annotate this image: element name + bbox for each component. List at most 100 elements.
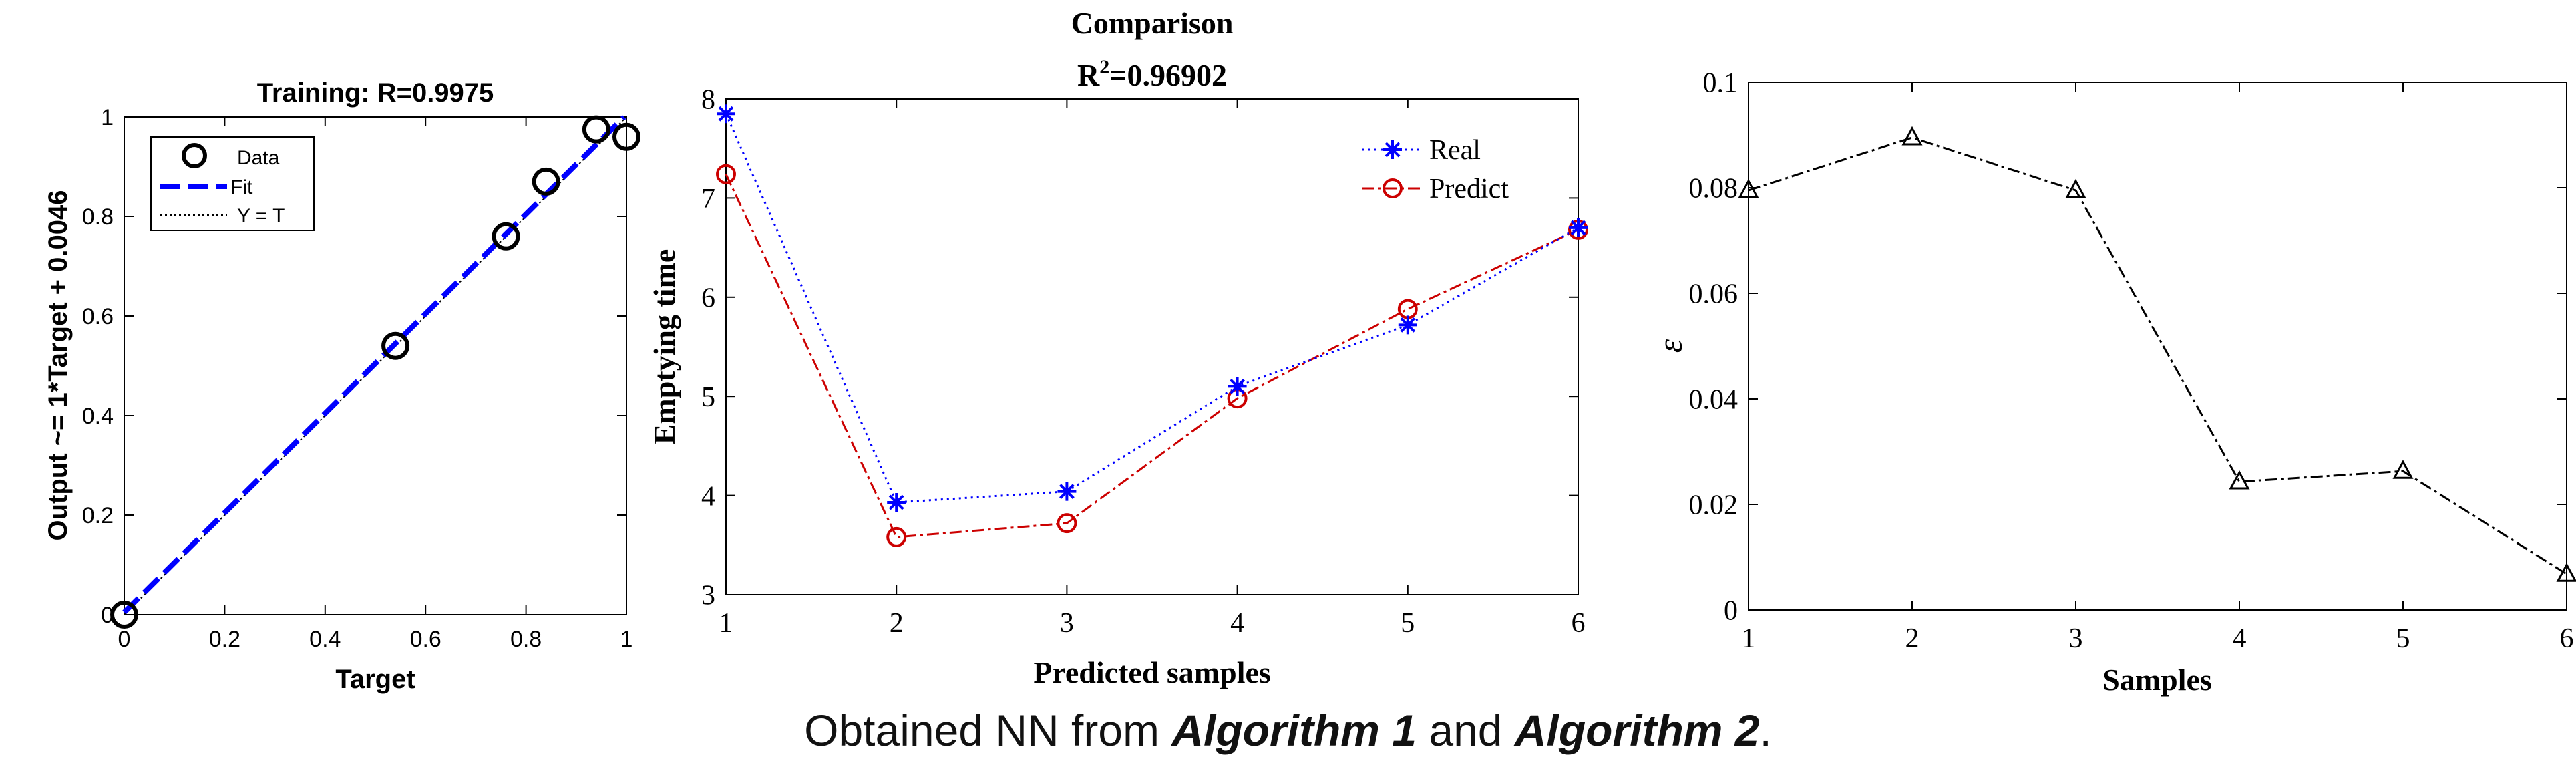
epsilon-chart: 1 2 3 4 5 6 0 0.02 0.04 0.06 0.08 0.1 Samples ε — [1652, 68, 2576, 697]
epsilon-ytick-label: 0.04 — [1689, 385, 1738, 416]
comparison-ytick-label: 5 — [701, 382, 715, 413]
training-ticks: 0 0.2 0.4 0.6 0.8 1 0 0.2 0.4 0.6 0.8 1 — [82, 105, 633, 652]
training-ytick-label: 0.6 — [82, 304, 114, 329]
legend-marker-real — [1383, 140, 1402, 159]
legend-marker-data — [182, 143, 207, 168]
epsilon-ylabel: ε — [1652, 339, 1690, 353]
real-point — [887, 492, 906, 512]
epsilon-line — [1748, 136, 2567, 575]
training-xtick-label: 0.2 — [209, 627, 240, 652]
comparison-ytick-label: 7 — [701, 184, 715, 214]
figure-caption: Obtained NN from Algorithm 1 and Algorit… — [0, 705, 2576, 756]
legend-label-fit: Fit — [230, 176, 253, 198]
real-point — [1228, 377, 1247, 396]
training-xtick-label: 0.6 — [410, 627, 441, 652]
predict-line — [725, 174, 1579, 538]
epsilon-point — [1738, 178, 1759, 198]
comparison-ytick-label: 6 — [701, 283, 715, 314]
caption-prefix: Obtained NN from — [804, 706, 1172, 755]
real-point-d2 — [1059, 484, 1075, 500]
real-point — [1569, 218, 1588, 237]
training-chart: Training: R=0.9975 0 0.2 0.4 0.6 0.8 1 0 0.2 0.4… — [43, 78, 640, 694]
training-xtick-label: 1 — [620, 627, 633, 652]
epsilon-xtick-label: 3 — [2069, 623, 2083, 654]
training-legend: Data Fit Y = T — [150, 136, 315, 231]
comparison-title: Comparison — [1071, 6, 1234, 40]
epsilon-ticks: 1 2 3 4 5 6 0 0.02 0.04 0.06 0.08 0.1 — [1689, 68, 2574, 654]
epsilon-xtick-label: 5 — [2396, 623, 2410, 654]
epsilon-ytick-label: 0.02 — [1689, 490, 1738, 521]
training-ytick-label: 1 — [101, 105, 114, 130]
real-point-d2 — [1400, 317, 1416, 333]
fit-line — [122, 115, 626, 615]
data-point — [532, 167, 560, 196]
epsilon-ytick-label: 0.1 — [1703, 68, 1738, 99]
comparison-plot-area — [725, 98, 1579, 595]
epsilon-xtick-label: 2 — [1905, 623, 1919, 654]
comparison-xtick-label: 1 — [719, 608, 733, 639]
real-point-d2 — [888, 494, 904, 510]
epsilon-plot-area — [1748, 82, 2567, 611]
comparison-ylabel: Emptying time — [647, 249, 681, 445]
training-ytick-label: 0.8 — [82, 204, 114, 230]
comparison-plot — [716, 104, 1588, 547]
training-xtick-label: 0 — [118, 627, 131, 652]
real-point — [1398, 315, 1417, 335]
data-point — [381, 331, 410, 360]
comparison-ytick-label: 4 — [701, 481, 715, 512]
legend-label-identity: Y = T — [237, 205, 285, 227]
training-ylabel: Output ~= 1*Target + 0.0046 — [43, 190, 73, 540]
comparison-xtick-label: 3 — [1060, 608, 1074, 639]
legend-label-data: Data — [237, 147, 280, 169]
real-point — [1057, 482, 1077, 501]
training-ytick-label: 0.2 — [82, 503, 114, 528]
epsilon-xlabel: Samples — [2102, 663, 2212, 697]
epsilon-xtick-label: 1 — [1742, 623, 1756, 654]
subtitle-base: R — [1077, 58, 1100, 92]
data-point — [492, 222, 520, 251]
predict-point — [716, 164, 736, 184]
epsilon-ytick-label: 0.06 — [1689, 279, 1738, 310]
comparison-legend: Real Predict — [1362, 135, 1509, 204]
comparison-ticks: 1 2 3 4 5 6 3 4 5 6 7 8 — [701, 85, 1586, 639]
predict-point — [1397, 299, 1418, 319]
training-xlabel: Target — [335, 665, 415, 694]
training-ytick-label: 0 — [101, 603, 114, 628]
caption-middle: and — [1417, 706, 1515, 755]
subtitle-value: =0.96902 — [1109, 58, 1227, 92]
caption-algorithm-2: Algorithm 2 — [1514, 706, 1760, 755]
data-point — [612, 122, 640, 151]
comparison-ytick-label: 3 — [701, 581, 715, 611]
data-point — [110, 601, 138, 629]
epsilon-point — [1901, 126, 1923, 146]
training-title: Training: R=0.9975 — [257, 78, 494, 108]
predict-point — [1057, 513, 1077, 534]
real-point — [717, 104, 735, 124]
real-point-d2 — [1570, 220, 1586, 236]
legend-label-real: Real — [1429, 135, 1481, 166]
training-ytick-label: 0.4 — [82, 404, 114, 429]
epsilon-point — [2392, 460, 2414, 479]
comparison-xtick-label: 6 — [1572, 608, 1586, 639]
data-point — [582, 115, 610, 144]
training-plot — [110, 115, 640, 629]
epsilon-xtick-label: 4 — [2233, 623, 2247, 654]
epsilon-xtick-label: 6 — [2560, 623, 2574, 654]
comparison-ytick-label: 8 — [701, 85, 715, 116]
real-point-d2 — [718, 106, 734, 122]
epsilon-point — [2229, 470, 2250, 490]
epsilon-ytick-label: 0.08 — [1689, 174, 1738, 204]
legend-marker-predict — [1383, 178, 1403, 198]
epsilon-ytick-label: 0 — [1724, 596, 1738, 627]
comparison-xtick-label: 4 — [1230, 608, 1244, 639]
training-xtick-label: 0.8 — [510, 627, 542, 652]
epsilon-point — [2065, 178, 2086, 198]
legend-label-predict: Predict — [1429, 174, 1509, 204]
epsilon-point — [2556, 563, 2576, 582]
comparison-xtick-label: 2 — [890, 608, 904, 639]
caption-suffix: . — [1759, 706, 1772, 755]
training-plot-area — [124, 116, 627, 615]
subtitle-sup: 2 — [1099, 56, 1109, 78]
real-point-d2 — [1230, 378, 1246, 394]
